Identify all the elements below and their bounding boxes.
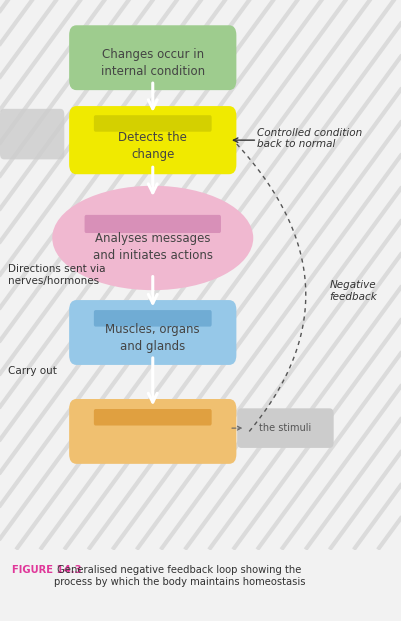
FancyBboxPatch shape bbox=[93, 409, 211, 425]
FancyBboxPatch shape bbox=[69, 106, 236, 175]
FancyBboxPatch shape bbox=[0, 109, 64, 160]
Ellipse shape bbox=[52, 186, 253, 290]
Text: Changes occur in
internal condition: Changes occur in internal condition bbox=[100, 48, 205, 78]
FancyBboxPatch shape bbox=[69, 399, 236, 464]
Text: the stimuli: the stimuli bbox=[259, 423, 311, 433]
Text: Directions sent via
nerves/hormones: Directions sent via nerves/hormones bbox=[8, 264, 105, 286]
FancyBboxPatch shape bbox=[69, 25, 236, 90]
FancyBboxPatch shape bbox=[237, 409, 333, 448]
Text: Muscles, organs
and glands: Muscles, organs and glands bbox=[105, 323, 200, 353]
FancyBboxPatch shape bbox=[84, 215, 221, 233]
FancyBboxPatch shape bbox=[93, 116, 211, 132]
Text: Controlled condition
back to normal: Controlled condition back to normal bbox=[257, 128, 362, 149]
Text: FIGURE 14.3: FIGURE 14.3 bbox=[12, 565, 81, 575]
Text: Carry out: Carry out bbox=[8, 366, 57, 376]
Text: Analyses messages
and initiates actions: Analyses messages and initiates actions bbox=[93, 232, 212, 261]
FancyBboxPatch shape bbox=[69, 300, 236, 365]
Text: Generalised negative feedback loop showing the
process by which the body maintai: Generalised negative feedback loop showi… bbox=[54, 565, 305, 587]
Text: Detects the
change: Detects the change bbox=[118, 131, 187, 161]
Text: Negative
feedback: Negative feedback bbox=[329, 281, 377, 302]
FancyBboxPatch shape bbox=[93, 310, 211, 327]
